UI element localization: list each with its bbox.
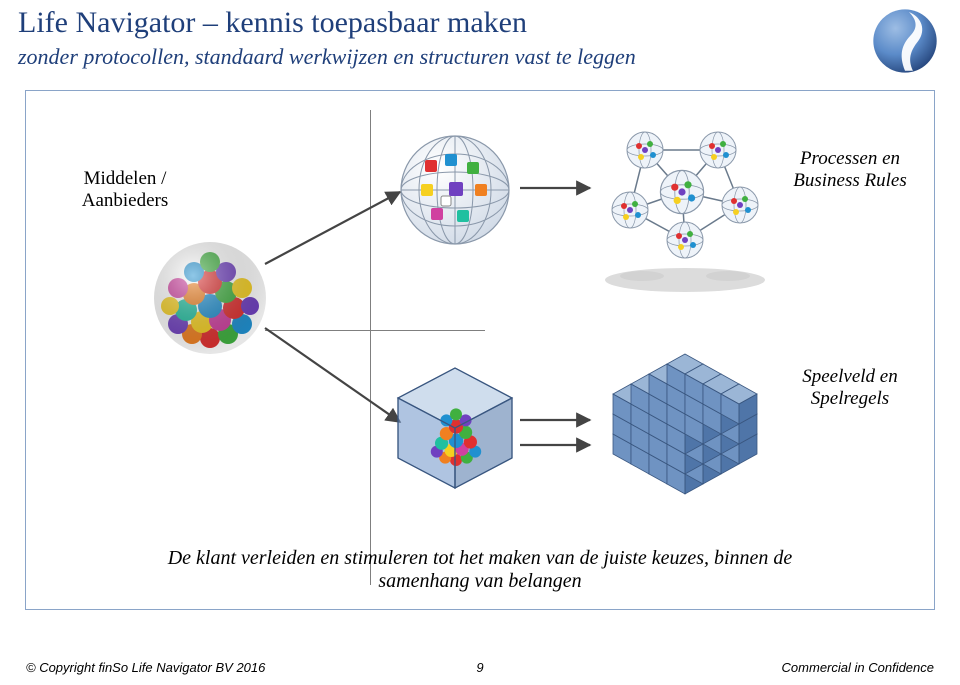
cube-grid-icon [590,345,780,515]
wire-globe-icon [395,130,515,250]
sphere-cluster-icon [150,238,270,358]
arrow-tl [265,192,400,264]
arrow-bl [265,328,400,422]
globe-network-icon [590,110,780,300]
footer-right: Commercial in Confidence [782,660,934,675]
slide: Life Navigator – kennis toepasbaar maken… [0,0,960,685]
cube-sphere-icon [390,360,520,500]
arrows-layer [0,0,960,685]
